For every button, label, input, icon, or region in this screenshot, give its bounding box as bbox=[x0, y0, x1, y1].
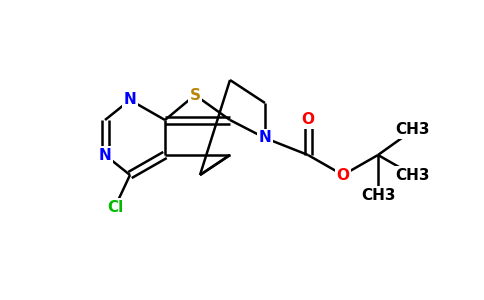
Text: CH3: CH3 bbox=[361, 188, 395, 202]
Text: N: N bbox=[99, 148, 111, 163]
Text: O: O bbox=[336, 167, 349, 182]
Text: N: N bbox=[123, 92, 136, 107]
Text: S: S bbox=[190, 88, 200, 103]
Text: Cl: Cl bbox=[107, 200, 123, 214]
Text: N: N bbox=[258, 130, 272, 146]
Text: CH3: CH3 bbox=[396, 167, 430, 182]
Text: CH3: CH3 bbox=[396, 122, 430, 137]
Text: O: O bbox=[302, 112, 315, 128]
